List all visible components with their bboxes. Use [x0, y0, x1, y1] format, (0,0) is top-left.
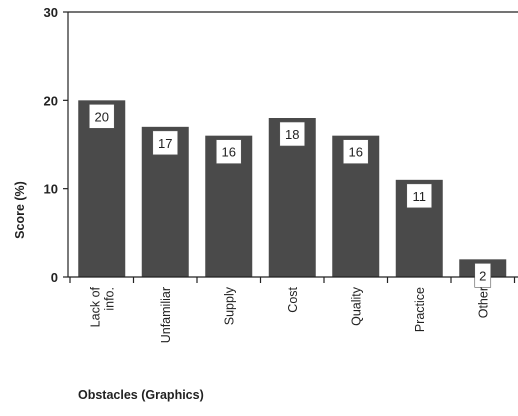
- x-tick-label-line: Cost: [286, 286, 300, 312]
- y-tick-label: 0: [51, 270, 58, 285]
- value-label-box: [342, 139, 369, 164]
- value-label-box: [406, 183, 433, 209]
- x-tick-label: Cost: [286, 286, 300, 312]
- value-label: 16: [222, 145, 236, 160]
- value-label-box: [474, 263, 492, 288]
- x-tick-label: Supply: [222, 286, 236, 325]
- labels-layer: 20 Lack of info. 17 Unfamiliar 16 Supply 18 Cost…: [88, 104, 492, 343]
- value-label: 11: [413, 189, 427, 204]
- x-tick-label: Lack of info.: [88, 286, 116, 327]
- x-tick-label: Other: [476, 287, 490, 318]
- x-tick-label: Unfamiliar: [159, 287, 173, 343]
- x-tick-label-line: Lack of: [88, 286, 102, 327]
- x-tick-label-line: Unfamiliar: [159, 287, 173, 343]
- y-axis-title: Score (%): [13, 181, 27, 239]
- bar: [78, 100, 126, 277]
- axes-layer: 0 10 20 30: [44, 5, 518, 285]
- value-label: 2: [479, 268, 486, 283]
- y-tick-label: 30: [44, 5, 58, 20]
- y-tick-label: 20: [44, 93, 58, 108]
- x-tick-label-line: Supply: [222, 286, 236, 325]
- value-label: 20: [95, 109, 109, 124]
- value-label: 16: [349, 145, 363, 160]
- x-tick-label-line: Other: [476, 287, 490, 318]
- x-axis-title: Obstacles (Graphics): [78, 388, 204, 402]
- value-label-box: [152, 130, 179, 156]
- value-label-box: [215, 139, 242, 164]
- value-label-box: [279, 121, 306, 147]
- x-tick-label: Quality: [349, 286, 363, 326]
- x-tick-label-line: info.: [102, 287, 116, 311]
- x-tick-label-line: Practice: [413, 287, 427, 332]
- value-label-box: [88, 104, 115, 129]
- y-tick-label: 10: [44, 182, 58, 197]
- value-label: 17: [158, 136, 172, 151]
- value-label: 18: [285, 127, 299, 142]
- x-tick-label-line: Quality: [349, 286, 363, 326]
- x-tick-label: Practice: [413, 287, 427, 332]
